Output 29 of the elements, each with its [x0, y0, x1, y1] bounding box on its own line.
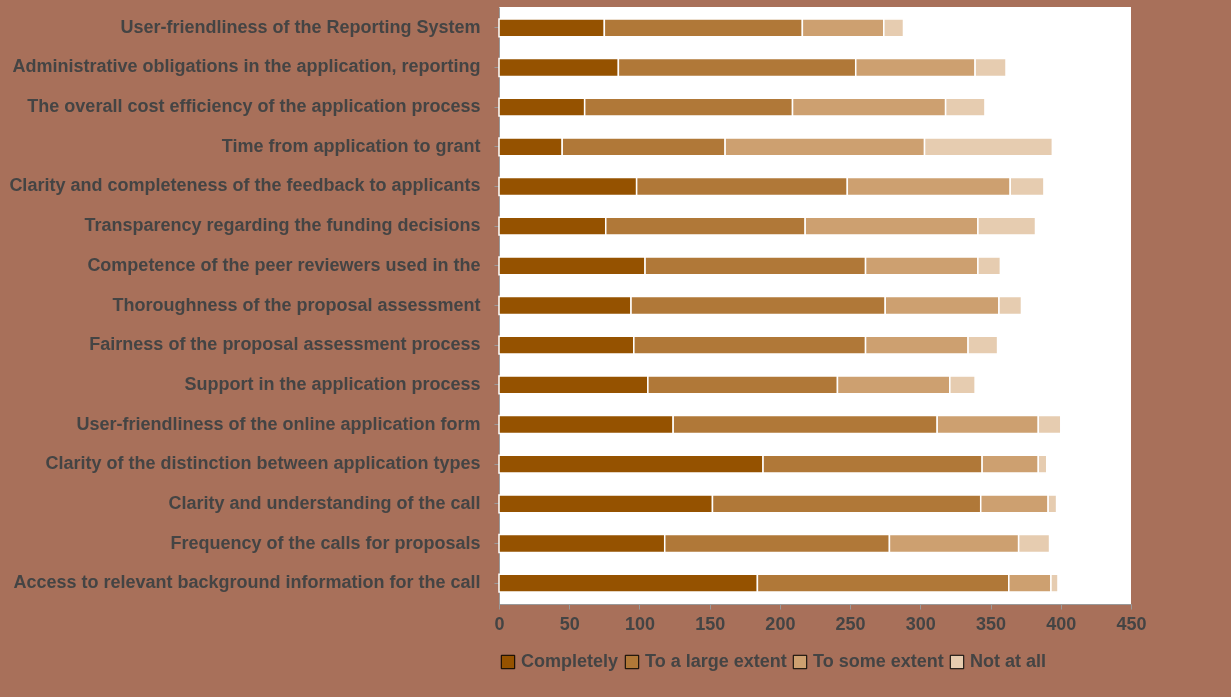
x-tick-label: 450: [1116, 613, 1147, 634]
x-tick-label: 100: [624, 613, 655, 634]
y-tick-label: Competence of the peer reviewers used in the: [87, 254, 481, 275]
y-tick-label: User-friendliness of the Reporting System: [120, 16, 481, 37]
y-tick-label: The overall cost efficiency of the application process: [27, 96, 481, 117]
y-tick-label: Clarity and understanding of the call: [168, 492, 481, 513]
y-tick-label: Support in the application process: [184, 373, 481, 394]
y-tick-label: Administrative obligations in the application, reporting: [12, 56, 481, 77]
x-tick-label: 200: [765, 613, 796, 634]
legend-label: To a large extent: [645, 651, 787, 671]
y-tick-label: Transparency regarding the funding decisions: [84, 215, 481, 236]
x-tick-label: 250: [835, 613, 866, 634]
y-tick-label: User-friendliness of the online application form: [76, 413, 481, 434]
x-tick-label: 50: [559, 613, 580, 634]
x-tick-label: 400: [1046, 613, 1077, 634]
y-tick-label: Time from application to grant: [221, 135, 481, 156]
legend-label: To some extent: [813, 651, 944, 671]
y-tick-label: Access to relevant background information for the call: [13, 572, 481, 593]
legend-label: Completely: [521, 651, 619, 671]
x-tick-label: 150: [695, 613, 726, 634]
y-tick-label: Frequency of the calls for proposals: [170, 532, 481, 553]
y-tick-label: Thoroughness of the proposal assessment: [112, 294, 481, 315]
y-tick-label: Clarity and completeness of the feedback to applicants: [9, 175, 481, 196]
y-tick-label: Fairness of the proposal assessment process: [89, 334, 481, 355]
x-tick-label: 0: [494, 613, 505, 634]
x-tick-label: 300: [905, 613, 936, 634]
x-tick-label: 350: [976, 613, 1007, 634]
y-tick-label: Clarity of the distinction between application types: [45, 453, 481, 474]
legend-label: Not at all: [970, 651, 1047, 671]
